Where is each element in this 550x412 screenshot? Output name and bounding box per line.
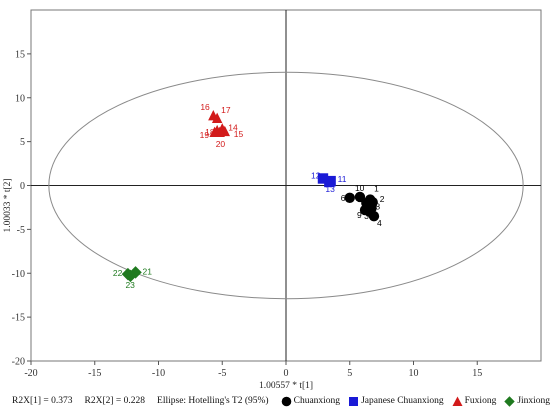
data-point-label: 12	[311, 170, 321, 180]
data-point-label: 11	[338, 174, 347, 184]
data-point-label: 22	[113, 268, 123, 278]
data-point	[317, 173, 329, 184]
data-point	[211, 112, 223, 124]
y-tick-label: 0	[20, 181, 25, 192]
y-axis-label: 1.00033 * t[2]	[3, 178, 13, 232]
data-point-label: 9	[357, 210, 362, 220]
y-tick-label: 10	[15, 93, 25, 104]
diamond-marker-icon	[504, 395, 516, 407]
square-marker-icon	[349, 396, 359, 406]
data-point	[124, 269, 137, 283]
x-tick-label: -20	[24, 368, 37, 379]
data-point	[368, 211, 380, 222]
y-tick-label: 15	[15, 49, 25, 60]
x-tick-label: -10	[152, 368, 165, 379]
r2x2-text: R2X[2] = 0.228	[84, 396, 146, 406]
data-point	[344, 192, 355, 203]
legend-label: Jinxiong	[517, 396, 550, 406]
ellipse-text: Ellipse: Hotelling's T2 (95%)	[157, 396, 269, 406]
y-tick-label: -5	[17, 225, 25, 236]
legend-item-fuxiong: Fuxiong	[452, 396, 497, 407]
chart-footer: R2X[1] = 0.373 R2X[2] = 0.228 Ellipse: H…	[12, 393, 550, 409]
x-tick-label: -15	[88, 368, 101, 379]
data-point	[359, 204, 371, 216]
x-tick-label: -5	[218, 368, 226, 379]
data-point-label: 3	[364, 211, 369, 221]
data-point-label: 17	[221, 105, 231, 115]
r2x1-text: R2X[1] = 0.373	[12, 396, 73, 406]
score-scatter-plot: -20 -15 -10 -5 0 5 10 15-20-15-10-50510151.0055…	[3, 9, 542, 391]
data-point-label: 7	[373, 200, 378, 210]
data-point-label: 16	[200, 102, 210, 112]
legend-item-chuanxiong: Chuanxiong	[281, 396, 340, 407]
data-point-label: 4	[377, 218, 382, 228]
y-tick-label: 5	[20, 137, 25, 148]
data-point-label: 20	[216, 139, 226, 149]
data-point	[354, 191, 366, 203]
x-tick-label: 15	[472, 368, 482, 379]
circle-marker-icon	[281, 396, 291, 406]
data-point-label: 1	[374, 184, 379, 194]
legend-item-japanese-chuanxiong: Japanese Chuanxiong	[348, 396, 444, 407]
hotelling-ellipse	[48, 71, 524, 300]
legend-label: Japanese Chuanxiong	[361, 396, 444, 406]
data-point-label: 13	[325, 184, 335, 194]
data-point-label: 23	[125, 280, 135, 290]
y-tick-label: -10	[12, 269, 25, 280]
y-tick-label: -15	[12, 313, 25, 324]
data-point-label: 14	[228, 122, 238, 132]
data-point-label: 15	[234, 129, 244, 139]
legend-label: Fuxiong	[464, 396, 497, 406]
x-axis-label: 1.00557 * t[1]	[259, 381, 313, 391]
data-point-label: 2	[380, 194, 385, 204]
legend-item-jinxiong: Jinxiong	[504, 395, 550, 407]
data-point-label: 6	[341, 193, 346, 203]
data-point	[324, 176, 335, 188]
data-point-label: 5	[370, 197, 375, 207]
data-point-label: 10	[355, 183, 365, 193]
triangle-marker-icon	[452, 396, 463, 406]
data-point-label: 19	[200, 130, 210, 140]
y-tick-label: -20	[12, 357, 25, 368]
x-tick-label: 5	[347, 368, 352, 379]
data-point-label: 18	[205, 127, 215, 137]
legend-label: Chuanxiong	[293, 396, 341, 406]
x-tick-label: 0	[284, 368, 289, 379]
data-point-label: 21	[143, 266, 153, 276]
x-tick-label: 10	[409, 368, 419, 379]
data-point-label: 8	[375, 201, 380, 211]
data-point	[214, 126, 225, 138]
